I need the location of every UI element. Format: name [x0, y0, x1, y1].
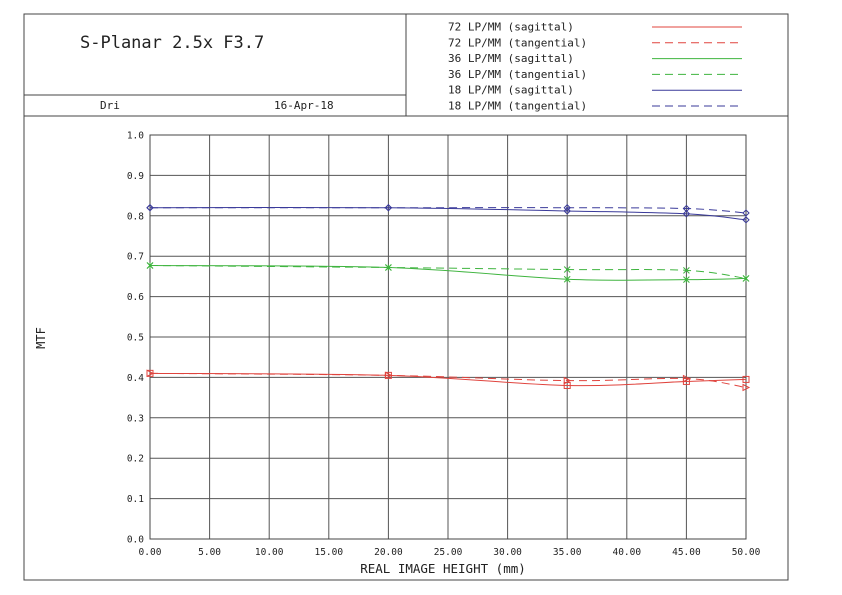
- x-tick-label: 20.00: [374, 547, 403, 558]
- data-point-marker: [563, 204, 571, 212]
- plot-grid: [149, 134, 747, 540]
- data-point-marker: [742, 275, 750, 282]
- data-point-marker: [563, 275, 571, 283]
- y-tick-label: 0.7: [127, 252, 144, 263]
- series-path: [149, 207, 747, 214]
- legend-label: 36 LP/MM (tangential): [448, 68, 587, 81]
- y-tick-label: 0.1: [127, 494, 144, 505]
- data-point-marker: [146, 262, 154, 269]
- x-axis-label: REAL IMAGE HEIGHT (mm): [360, 561, 526, 576]
- series-layer: [146, 204, 751, 392]
- x-tick-label: 15.00: [314, 547, 343, 558]
- y-tick-label: 0.3: [127, 413, 144, 424]
- legend-label: 36 LP/MM (sagittal): [448, 52, 574, 65]
- data-point-marker: [682, 204, 691, 213]
- data-point-marker: [146, 204, 154, 212]
- data-point-marker: [385, 264, 392, 271]
- data-point-marker: [563, 376, 572, 385]
- x-tick-label: 30.00: [493, 547, 522, 558]
- data-point-marker: [742, 216, 750, 224]
- data-point-marker: [563, 207, 571, 215]
- x-tick-label: 45.00: [672, 547, 701, 558]
- y-tick-label: 1.0: [127, 131, 144, 142]
- x-tick-label: 40.00: [612, 547, 641, 558]
- data-point-marker: [742, 209, 750, 217]
- legend-label: 18 LP/MM (sagittal): [448, 84, 574, 97]
- y-tick-label: 0.2: [127, 454, 144, 465]
- series-path: [149, 206, 747, 221]
- data-point-marker: [384, 204, 393, 212]
- legend-label: 18 LP/MM (tangential): [448, 100, 587, 113]
- series-line: [146, 369, 751, 392]
- y-tick-label: 0.9: [127, 171, 144, 182]
- data-point-marker: [146, 369, 155, 378]
- data-point-marker: [683, 276, 690, 283]
- plot-border: [149, 134, 747, 540]
- y-axis-label: MTF: [34, 327, 48, 349]
- x-tick-label: 10.00: [255, 547, 284, 558]
- legend-label: 72 LP/MM (sagittal): [448, 21, 574, 34]
- series-line: [146, 204, 750, 217]
- y-tick-label: 0.4: [127, 373, 144, 384]
- y-tick-label: 0.6: [127, 292, 144, 303]
- y-tick-label: 0.5: [127, 333, 144, 344]
- data-point-marker: [683, 266, 690, 274]
- chart-title: S-Planar 2.5x F3.7: [80, 33, 264, 53]
- author-label: Dri: [100, 99, 120, 112]
- series-line: [146, 262, 750, 282]
- y-tick-label: 0.8: [127, 211, 144, 222]
- data-point-marker: [682, 374, 691, 383]
- x-tick-label: 50.00: [732, 547, 761, 558]
- x-tick-label: 25.00: [434, 547, 463, 558]
- x-tick-label: 5.00: [198, 547, 221, 558]
- data-point-marker: [742, 375, 750, 383]
- x-tick-label: 35.00: [553, 547, 582, 558]
- legend: 72 LP/MM (sagittal) 72 LP/MM (tangential)…: [448, 21, 742, 113]
- x-tick-label: 0.00: [139, 547, 162, 558]
- legend-label: 72 LP/MM (tangential): [448, 36, 587, 49]
- data-point-marker: [742, 383, 751, 392]
- y-tick-label: 0.0: [127, 535, 144, 546]
- data-point-marker: [682, 210, 691, 218]
- axis-ticks: 0.0 0.1 0.2 0.3 0.4 0.5 0.6 0.7 0.8 0.9 1.0 0.00 5.0…: [127, 131, 761, 559]
- data-point-marker: [384, 371, 393, 380]
- date-label: 16-Apr-18: [274, 99, 334, 112]
- data-point-marker: [563, 266, 571, 273]
- series-path: [149, 372, 747, 388]
- series-path: [149, 372, 747, 387]
